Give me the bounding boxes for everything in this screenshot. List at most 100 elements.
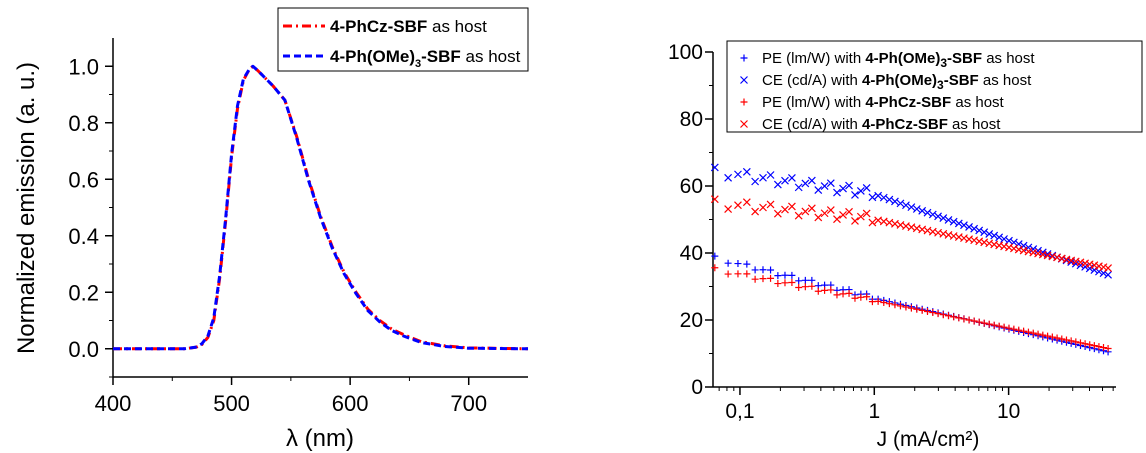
- series-point-1: [918, 206, 927, 215]
- series-point-3: [1000, 242, 1008, 251]
- series-point-2: [1100, 344, 1108, 352]
- series-point-1: [766, 171, 775, 179]
- series-point-1: [734, 170, 742, 179]
- series-point-1: [975, 226, 984, 235]
- series-point-3: [851, 216, 859, 225]
- right-y-tick-label: 100: [668, 41, 703, 64]
- legend-marker-3: [740, 120, 748, 128]
- series-point-3: [970, 236, 979, 245]
- series-point-0: [734, 260, 742, 268]
- left-y-tick-label: 0.4: [68, 224, 99, 249]
- legend-bold: 4-PhCz-SBF: [330, 17, 427, 36]
- series-point-1: [1034, 246, 1042, 255]
- series-point-3: [856, 212, 865, 221]
- series-point-2: [923, 307, 931, 315]
- series-point-2: [1048, 333, 1056, 341]
- emission-chart: 400 500 600 700 0.0 0.2 0.4 0.6 0.8 1.0 λ (nm) N…: [13, 7, 529, 452]
- series-point-2: [1086, 341, 1094, 349]
- series-point-1: [1000, 235, 1008, 243]
- series-point-2: [808, 282, 816, 290]
- legend-bold: 4-PhCz-SBF: [862, 116, 948, 133]
- series-point-3: [985, 239, 994, 248]
- legend-rest: as host: [979, 72, 1032, 89]
- series-point-3: [1090, 261, 1099, 270]
- series-point-2: [851, 294, 859, 302]
- series-point-2: [781, 279, 789, 287]
- series-point-1: [856, 187, 865, 195]
- series-point-2: [1090, 342, 1098, 350]
- series-point-3: [980, 238, 989, 247]
- series-point-1: [742, 167, 751, 176]
- series-point-2: [945, 312, 953, 320]
- series-point-1: [891, 197, 899, 206]
- series-point-3: [1005, 243, 1013, 252]
- series-point-2: [955, 314, 963, 322]
- series-point-1: [949, 217, 958, 226]
- series-point-2: [874, 297, 882, 305]
- series-point-1: [954, 219, 963, 228]
- series-point-2: [990, 321, 998, 329]
- series-point-2: [1024, 328, 1032, 336]
- left-x-tick-label: 400: [95, 391, 132, 416]
- series-point-1: [885, 195, 894, 204]
- legend-prefix: PE (lm/W) with: [762, 50, 865, 67]
- series-point-3: [1038, 250, 1047, 259]
- series-point-2: [1053, 334, 1061, 342]
- series-point-3: [1014, 245, 1023, 254]
- series-point-0: [711, 252, 719, 260]
- series-point-3: [868, 218, 877, 227]
- series-point-3: [1048, 252, 1057, 261]
- legend-rest: as host: [461, 47, 521, 66]
- series-point-3: [1062, 255, 1071, 264]
- series-point-2: [734, 270, 742, 278]
- series-point-1: [759, 173, 767, 182]
- legend-rest: as host: [948, 116, 1001, 133]
- series-point-3: [1024, 247, 1033, 256]
- legend-label-phcz: 4-PhCz-SBF as host: [330, 17, 487, 36]
- series-point-1: [787, 173, 796, 182]
- series-point-1: [820, 182, 829, 190]
- series-point-2: [985, 320, 993, 328]
- series-point-1: [990, 231, 999, 240]
- series-point-2: [774, 280, 782, 288]
- series-point-3: [766, 200, 775, 209]
- series-point-1: [814, 186, 823, 194]
- right-x-tick-label: 10: [997, 400, 1020, 423]
- right-legend-label-2: PE (lm/W) with 4-PhCz-SBF as host: [762, 94, 1005, 111]
- legend-prefix: CE (cd/A) with: [762, 116, 862, 133]
- series-point-3: [787, 202, 796, 211]
- series-point-3: [742, 198, 751, 207]
- series-point-3: [990, 240, 999, 249]
- series-point-2: [711, 264, 719, 272]
- series-point-2: [980, 319, 988, 327]
- series-point-1: [879, 193, 888, 202]
- series-point-2: [960, 315, 968, 323]
- series-line-phcz: [113, 64, 529, 351]
- series-point-3: [862, 209, 871, 218]
- right-x-tick-label: 0,1: [725, 400, 754, 423]
- series-point-0: [801, 276, 809, 284]
- legend-subscript: 3: [415, 58, 421, 70]
- series-point-1: [907, 203, 916, 212]
- right-y-tick-label: 0: [691, 376, 703, 399]
- series-point-2: [1000, 323, 1008, 331]
- series-point-2: [821, 286, 829, 294]
- series-point-3: [820, 209, 829, 218]
- series-point-2: [1095, 343, 1103, 351]
- left-x-tick-label: 600: [332, 391, 369, 416]
- series-point-2: [975, 318, 983, 326]
- series-point-3: [845, 207, 853, 216]
- series-point-3: [1029, 248, 1038, 257]
- series-point-1: [874, 191, 883, 200]
- series-point-2: [885, 300, 893, 308]
- series-point-2: [759, 275, 767, 283]
- series-point-1: [912, 205, 921, 213]
- right-y-tick-label: 20: [680, 309, 703, 332]
- series-point-2: [896, 302, 904, 310]
- series-point-3: [759, 203, 767, 212]
- series-point-1: [985, 229, 994, 238]
- series-point-3: [773, 209, 782, 218]
- series-point-2: [1044, 332, 1052, 340]
- series-point-3: [801, 207, 810, 216]
- series-point-3: [1009, 244, 1018, 253]
